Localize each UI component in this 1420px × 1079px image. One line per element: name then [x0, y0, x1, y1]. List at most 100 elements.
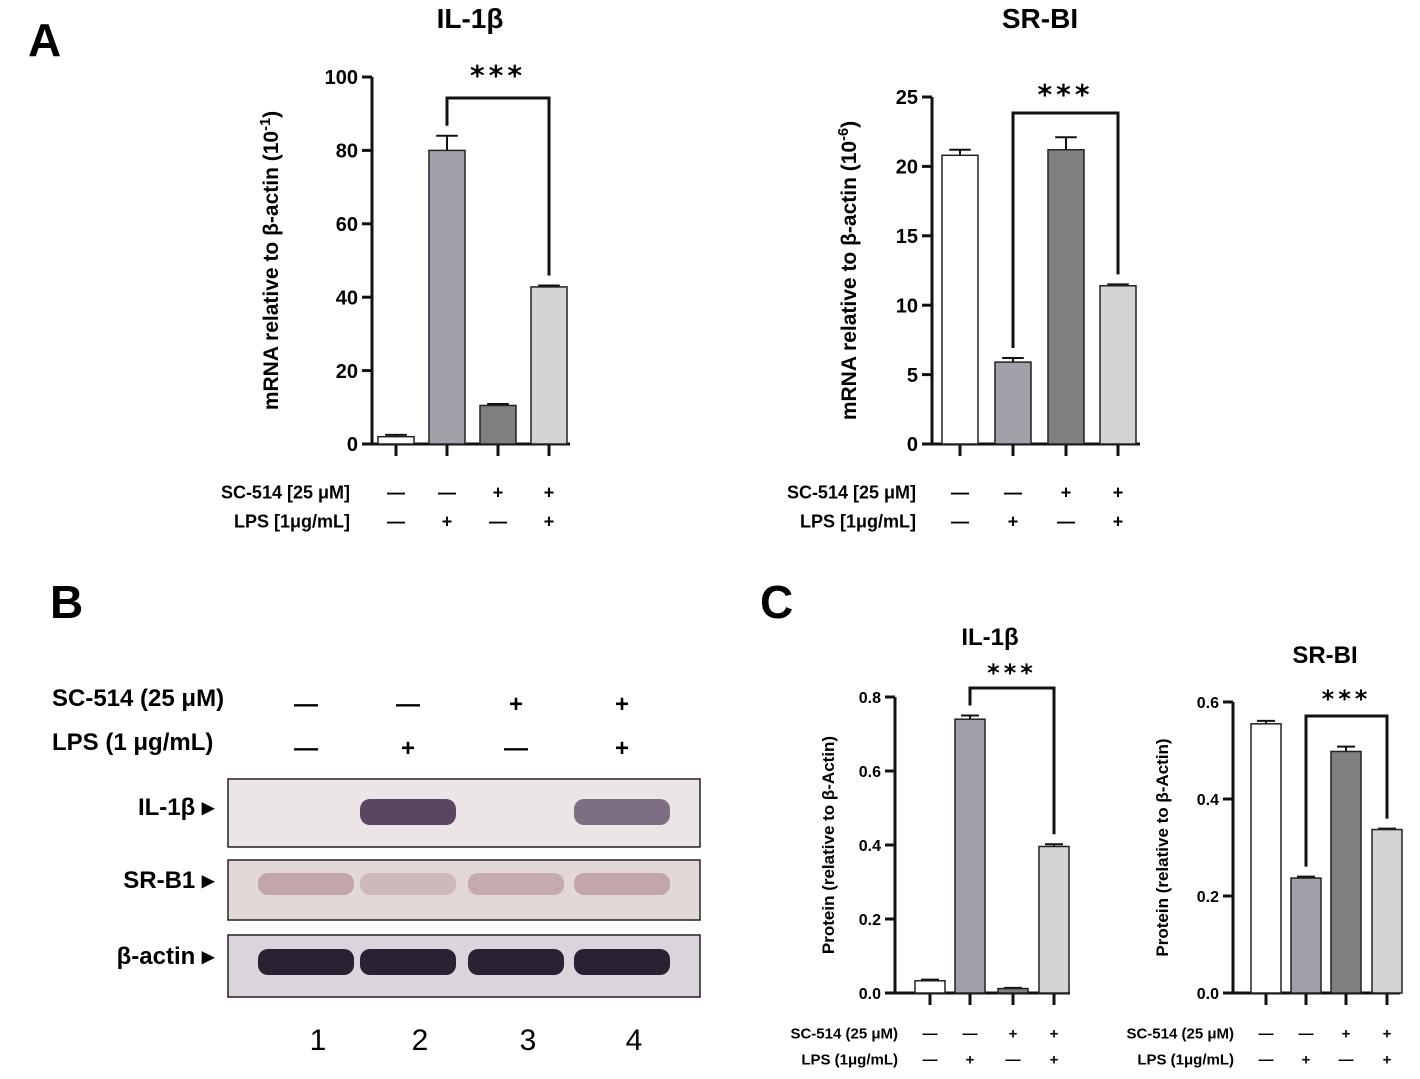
blot-band	[360, 799, 456, 825]
condition-symbol: —	[923, 1025, 938, 1042]
condition-symbol: —	[1004, 482, 1022, 502]
y-tick-label: 0.4	[859, 838, 881, 855]
condition-symbol: +	[493, 482, 504, 502]
y-tick-label: 0.2	[1197, 889, 1219, 906]
chart-a-il1b: IL-1β 0 20 40 60 80 100 mRNA relative to β-acti…	[221, 3, 570, 531]
bar	[997, 987, 1029, 994]
y-axis-title: mRNA relative to β-actin (10-1)	[258, 111, 283, 410]
blot-strip	[227, 859, 701, 921]
bar	[530, 286, 568, 445]
bar	[914, 980, 946, 994]
bar	[1250, 723, 1282, 994]
y-axis-title: Protein (relative to β-Actin)	[819, 736, 838, 954]
condition-symbol: +	[544, 482, 555, 502]
blot-lane-number: 3	[520, 1024, 537, 1057]
blot-condition-symbol: —	[396, 691, 420, 718]
blot-lane-number: 2	[412, 1024, 429, 1057]
y-axis-title-text: mRNA relative to β-actin (10	[260, 131, 283, 410]
y-tick-label: 20	[896, 157, 918, 179]
y-tick-label: 0	[907, 434, 918, 456]
condition-symbol: —	[387, 511, 405, 531]
condition-symbol: +	[1302, 1051, 1311, 1068]
condition-symbol: +	[1061, 482, 1072, 502]
condition-symbol: —	[1339, 1051, 1354, 1068]
y-tick-label: 80	[336, 141, 358, 163]
blot-band	[360, 873, 456, 895]
y-axis-title-exponent: -6	[836, 128, 852, 141]
blot-condition-label: LPS (1 μg/mL)	[52, 729, 213, 756]
y-tick-label: 0.6	[859, 764, 881, 781]
bar	[1371, 828, 1403, 994]
significance-stars: ***	[1038, 78, 1094, 111]
chart-title: IL-1β	[437, 3, 504, 34]
significance-bracket	[1304, 714, 1389, 867]
significance-stars: ***	[470, 59, 526, 92]
chart-c-srbi: SR-BI 0.0 0.2 0.4 0.6 Protein (relative to β-…	[1126, 642, 1403, 1068]
condition-label: LPS [1μg/mL]	[234, 511, 350, 531]
y-tick-label: 25	[896, 87, 918, 109]
y-axis-title-text: Protein (relative to β-Actin)	[1153, 738, 1172, 956]
condition-symbol: —	[438, 482, 456, 502]
condition-symbol: +	[1383, 1051, 1392, 1068]
significance-bracket	[1011, 111, 1120, 348]
condition-symbol: —	[951, 511, 969, 531]
bar	[994, 361, 1032, 445]
y-tick-label: 0	[347, 434, 358, 456]
blot-condition-symbol: —	[294, 691, 318, 718]
condition-symbol: —	[1259, 1025, 1274, 1042]
condition-symbol: +	[1342, 1025, 1351, 1042]
condition-label: LPS (1μg/mL)	[1137, 1051, 1234, 1068]
condition-symbol: —	[489, 511, 507, 531]
bar	[941, 154, 979, 445]
y-tick-label: 0.8	[859, 690, 881, 707]
y-axis-title: Protein (relative to β-Actin)	[1153, 738, 1172, 956]
y-tick-label: 0.2	[859, 912, 881, 929]
bar	[428, 149, 466, 445]
y-axis-title-close: )	[838, 121, 861, 128]
condition-symbol: —	[951, 482, 969, 502]
panel-letter-c: C	[760, 576, 793, 628]
significance-bracket	[968, 686, 1056, 835]
y-tick-label: 100	[325, 67, 358, 89]
y-tick-label: 20	[336, 361, 358, 383]
condition-symbol: +	[1113, 511, 1124, 531]
condition-symbol: —	[1057, 511, 1075, 531]
y-axis-title-exponent: -1	[258, 118, 274, 131]
panel-letter-b: B	[50, 576, 83, 628]
condition-symbol: —	[963, 1025, 978, 1042]
y-tick-label: 40	[336, 287, 358, 309]
condition-label: SC-514 (25 μM)	[790, 1025, 898, 1042]
western-blot: SC-514 (25 μM) — — + + LPS (1 μg/mL) — + — + IL-1β…	[52, 685, 701, 1057]
blot-band	[468, 949, 564, 975]
condition-symbol: —	[923, 1051, 938, 1068]
bar	[1290, 877, 1322, 994]
bar	[1038, 845, 1070, 994]
y-axis-title-text: Protein (relative to β-Actin)	[819, 736, 838, 954]
y-tick-label: 0.6	[1197, 695, 1219, 712]
blot-lane-number: 4	[626, 1024, 643, 1057]
bar	[479, 404, 517, 445]
condition-label: LPS [1μg/mL]	[800, 511, 916, 531]
y-tick-label: 5	[907, 365, 918, 387]
y-tick-label: 0.0	[859, 986, 881, 1003]
blot-band-label: β-actin ▸	[117, 943, 215, 970]
blot-band	[468, 873, 564, 895]
condition-label: SC-514 (25 μM)	[1126, 1025, 1234, 1042]
bar	[954, 718, 986, 994]
condition-symbol: +	[1113, 482, 1124, 502]
blot-condition-symbol: +	[615, 691, 629, 718]
blot-band-label: SR-B1 ▸	[123, 867, 215, 894]
chart-a-srbi: SR-BI 0 5 10 15 20 25 mRNA relative to β-actin …	[787, 3, 1140, 531]
condition-symbol: +	[544, 511, 555, 531]
y-tick-label: 60	[336, 214, 358, 236]
blot-condition-symbol: —	[294, 735, 318, 762]
blot-condition-symbol: —	[504, 735, 528, 762]
condition-symbol: +	[1008, 511, 1019, 531]
chart-title: SR-BI	[1002, 3, 1078, 34]
y-axis-title-close: )	[260, 111, 283, 118]
blot-condition-symbol: +	[509, 691, 523, 718]
condition-label: LPS (1μg/mL)	[801, 1051, 898, 1068]
y-tick-label: 0.0	[1197, 986, 1219, 1003]
condition-label: SC-514 [25 μM]	[221, 482, 350, 502]
